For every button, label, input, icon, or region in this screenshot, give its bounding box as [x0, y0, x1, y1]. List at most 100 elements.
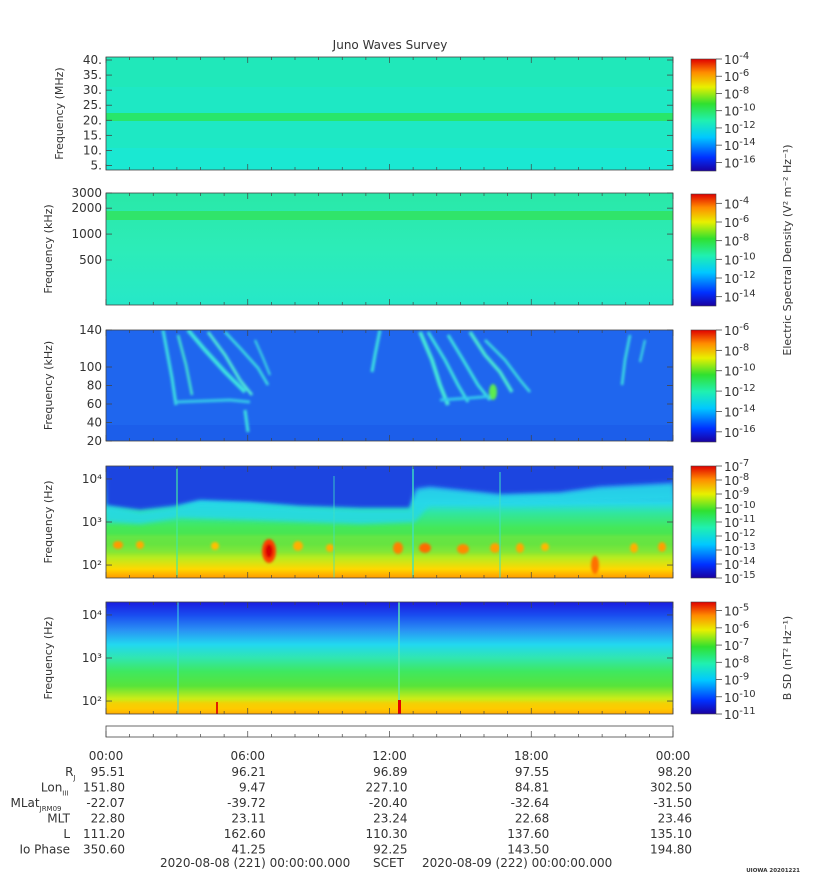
colorbar-3-tick-label: 10-14 [724, 403, 756, 419]
panel-5-red-spot-1 [398, 700, 401, 714]
panel-3-ytick-label: 80 [87, 379, 102, 393]
colorbar-5-exponent: -6 [739, 620, 749, 631]
ephemeris-value: 143.50 [507, 843, 549, 857]
ephemeris-row-label: MLatJRM09 [11, 796, 62, 813]
colorbar-1-exponent: -8 [739, 85, 749, 96]
colorbar-5-exponent: -8 [739, 654, 749, 665]
arc-3 [186, 330, 247, 394]
panel-3-ytick-label: 20 [87, 434, 102, 448]
ephemeris-value: 302.50 [650, 781, 692, 795]
burst-3 [136, 541, 144, 549]
panel-2-band-1600khz [106, 211, 673, 220]
ephemeris-value: -22.07 [86, 796, 125, 810]
colorbar-1-exponent: -12 [739, 120, 755, 131]
ephemeris-value: -39.72 [227, 796, 266, 810]
colorbar-5 [690, 601, 717, 715]
panel-4-features [106, 466, 673, 578]
panel-4-ytick-label: 10⁴ [82, 472, 102, 486]
arc-8 [243, 409, 250, 433]
panel-4-ytick-label: 10² [82, 558, 102, 572]
colorbar-1-exponent: -10 [739, 103, 755, 114]
colorbar-2-exponent: -14 [739, 289, 755, 300]
colorbar-4-exponent: -14 [739, 556, 755, 567]
burst-10 [516, 543, 524, 553]
colorbar-1-exponent: -14 [739, 137, 755, 148]
panel-4-cyan-boundary [106, 484, 673, 524]
colorbar-3-tick-label: 10-6 [724, 322, 749, 338]
arc-15 [439, 394, 496, 402]
colorbar-1-tick-label: 10-8 [724, 85, 749, 101]
panel-1-ylabel: Frequency (MHz) [53, 67, 66, 159]
colorbar-4-exponent: -9 [739, 486, 749, 497]
ephemeris-value: 151.80 [83, 781, 125, 795]
colorbar-3-exponent: -6 [739, 322, 749, 333]
panel-4-ytick-label: 10³ [82, 515, 102, 529]
ephemeris-value: 194.80 [650, 843, 692, 857]
burst-15 [541, 543, 549, 551]
colorbar-1-scale [690, 58, 717, 172]
arc-7 [174, 398, 251, 404]
burst-1-core [265, 544, 273, 558]
ephemeris-value: 41.25 [231, 843, 265, 857]
panel-3-ytick-label: 140 [79, 323, 102, 337]
colorbar-2 [690, 193, 717, 307]
ephemeris-value: -31.50 [653, 796, 692, 810]
arc-6 [254, 339, 271, 376]
colorbar-1-tick-label: 10-6 [724, 68, 749, 84]
burst-12 [630, 543, 638, 553]
panel-2-ytick-label: 500 [79, 253, 102, 267]
panel-4-bursts [113, 539, 666, 574]
panel-2-ytick-label: 2000 [71, 201, 102, 215]
panel-1-spectrogram [105, 56, 674, 171]
ephemeris-value: 96.89 [373, 765, 407, 779]
colorbar-4-scale [690, 465, 717, 579]
magnetic-density-label: B SD (nT² Hz⁻¹) [781, 616, 794, 700]
ephemeris-value: -20.40 [369, 796, 408, 810]
ephemeris-value: 22.68 [515, 812, 549, 826]
panel-5-ytick-label: 10⁴ [82, 608, 102, 622]
colorbar-1-exponent: -16 [739, 154, 755, 165]
colorbar-5-tick-label: 10-10 [724, 689, 756, 705]
colorbar-1-tick-label: 10-4 [724, 51, 749, 67]
time-label: 12:00 [372, 749, 407, 763]
uiowa-stamp: UIOWA 20201221 [746, 868, 800, 874]
colorbar-5-tick-label: 10-5 [724, 603, 749, 619]
burst-8 [457, 544, 469, 554]
hot-spot [489, 384, 497, 400]
arc-14 [484, 339, 531, 393]
ephemeris-value: 97.55 [515, 765, 549, 779]
colorbar-2-scale [690, 193, 717, 307]
panel-3-background [106, 330, 673, 441]
colorbar-5-exponent: -11 [739, 706, 755, 717]
arc-11 [426, 331, 470, 403]
arc-2 [176, 334, 194, 396]
burst-4 [293, 541, 303, 551]
colorbar-4-exponent: -10 [739, 500, 755, 511]
colorbar-3-tick-label: 10-12 [724, 383, 756, 399]
panel-1-ytick-label: 10. [83, 143, 102, 157]
footer-scet-label: SCET [373, 856, 405, 870]
colorbar-5-tick-label: 10-11 [724, 706, 756, 722]
panel-4-mid-green [106, 535, 673, 553]
panel-5-red-spot-2 [216, 702, 218, 714]
colorbar-2-exponent: -6 [739, 214, 749, 225]
panel-3-ytick-label: 100 [79, 360, 102, 374]
ephemeris-value: 137.60 [507, 827, 549, 841]
colorbar-3-scale [690, 329, 717, 443]
panel-1-ytick-label: 30. [83, 83, 102, 97]
colorbar-2-exponent: -4 [739, 195, 749, 206]
ephemeris-value: -32.64 [511, 796, 550, 810]
electric-density-label: Electric Spectral Density (V² m⁻² Hz⁻¹) [781, 144, 794, 355]
panel-1-ytick-label: 35. [83, 68, 102, 82]
burst-13 [658, 542, 666, 552]
colorbar-4-tick-label: 10-15 [724, 570, 756, 586]
arc-5 [224, 331, 270, 386]
panel-1-ytick-label: 5. [91, 158, 102, 172]
panel-2-background [106, 193, 673, 305]
ephemeris-row-label: Io Phase [19, 843, 70, 857]
ephemeris-value: 227.10 [366, 781, 408, 795]
panel-5-ylabel: Frequency (Hz) [42, 617, 55, 700]
panel-5-spectrogram [105, 601, 674, 715]
colorbar-2-tick-label: 10-12 [724, 270, 756, 286]
